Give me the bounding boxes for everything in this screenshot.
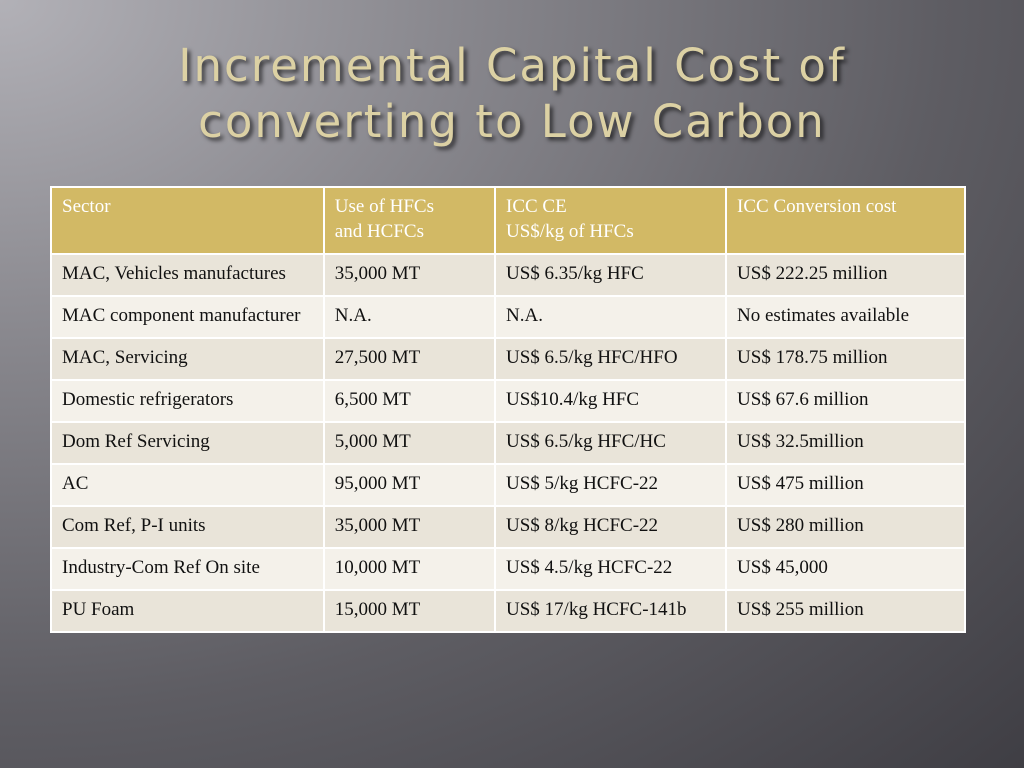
cell-use: N.A. bbox=[322, 295, 497, 339]
cell-sector: MAC, Vehicles manufactures bbox=[50, 253, 325, 297]
cell-sector: PU Foam bbox=[50, 589, 325, 633]
cell-conversion: US$ 280 million bbox=[725, 505, 966, 549]
header-use-line-1: Use of HFCs bbox=[334, 196, 434, 217]
cell-icc: US$ 17/kg HCFC-141b bbox=[493, 589, 728, 633]
icc-cost-table: Sector Use of HFCs and HCFCs ICC CE US$/… bbox=[50, 186, 966, 633]
cell-sector: Domestic refrigerators bbox=[50, 379, 325, 423]
table-header-row: Sector Use of HFCs and HCFCs ICC CE US$/… bbox=[50, 186, 966, 255]
cell-conversion: US$ 255 million bbox=[725, 589, 966, 633]
cell-use: 35,000 MT bbox=[322, 253, 497, 297]
cell-use: 27,500 MT bbox=[322, 337, 497, 381]
cell-use: 6,500 MT bbox=[322, 379, 497, 423]
cell-use: 95,000 MT bbox=[322, 463, 497, 507]
header-icc-line-1: ICC CE bbox=[506, 196, 567, 217]
table-row: Industry-Com Ref On site 10,000 MT US$ 4… bbox=[50, 547, 966, 591]
cell-use: 15,000 MT bbox=[322, 589, 497, 633]
cell-conversion: US$ 475 million bbox=[725, 463, 966, 507]
header-sector: Sector bbox=[50, 186, 325, 255]
table-row: AC 95,000 MT US$ 5/kg HCFC-22 US$ 475 mi… bbox=[50, 463, 966, 507]
cell-sector: MAC component manufacturer bbox=[50, 295, 325, 339]
cell-icc: N.A. bbox=[493, 295, 728, 339]
table-row: PU Foam 15,000 MT US$ 17/kg HCFC-141b US… bbox=[50, 589, 966, 633]
cell-conversion: US$ 32.5million bbox=[725, 421, 966, 465]
cell-use: 10,000 MT bbox=[322, 547, 497, 591]
cell-icc: US$ 5/kg HCFC-22 bbox=[493, 463, 728, 507]
header-use-line-2: and HCFCs bbox=[334, 221, 424, 242]
cell-icc: US$ 8/kg HCFC-22 bbox=[493, 505, 728, 549]
slide-title-line-1: Incremental Capital Cost of bbox=[178, 39, 846, 92]
table-row: Domestic refrigerators 6,500 MT US$10.4/… bbox=[50, 379, 966, 423]
table-row: MAC, Vehicles manufactures 35,000 MT US$… bbox=[50, 253, 966, 297]
cell-sector: Dom Ref Servicing bbox=[50, 421, 325, 465]
cell-sector: Industry-Com Ref On site bbox=[50, 547, 325, 591]
cell-use: 35,000 MT bbox=[322, 505, 497, 549]
header-icc-conversion-cost: ICC Conversion cost bbox=[725, 186, 966, 255]
table-row: MAC, Servicing 27,500 MT US$ 6.5/kg HFC/… bbox=[50, 337, 966, 381]
table-row: Com Ref, P-I units 35,000 MT US$ 8/kg HC… bbox=[50, 505, 966, 549]
header-icc-line-2: US$/kg of HFCs bbox=[506, 221, 634, 242]
cell-conversion: US$ 222.25 million bbox=[725, 253, 966, 297]
cell-conversion: US$ 178.75 million bbox=[725, 337, 966, 381]
table-row: MAC component manufacturer N.A. N.A. No … bbox=[50, 295, 966, 339]
cell-sector: AC bbox=[50, 463, 325, 507]
cell-conversion: US$ 45,000 bbox=[725, 547, 966, 591]
cell-icc: US$ 6.5/kg HFC/HC bbox=[493, 421, 728, 465]
slide-title: Incremental Capital Cost of converting t… bbox=[40, 38, 984, 150]
cell-sector: Com Ref, P-I units bbox=[50, 505, 325, 549]
header-icc-ce: ICC CE US$/kg of HFCs bbox=[493, 186, 728, 255]
cell-use: 5,000 MT bbox=[322, 421, 497, 465]
cell-sector: MAC, Servicing bbox=[50, 337, 325, 381]
slide-title-line-2: converting to Low Carbon bbox=[198, 95, 826, 148]
cell-conversion: No estimates available bbox=[725, 295, 966, 339]
cell-icc: US$ 6.35/kg HFC bbox=[493, 253, 728, 297]
cell-icc: US$ 6.5/kg HFC/HFO bbox=[493, 337, 728, 381]
cell-conversion: US$ 67.6 million bbox=[725, 379, 966, 423]
table-row: Dom Ref Servicing 5,000 MT US$ 6.5/kg HF… bbox=[50, 421, 966, 465]
cell-icc: US$10.4/kg HFC bbox=[493, 379, 728, 423]
cell-icc: US$ 4.5/kg HCFC-22 bbox=[493, 547, 728, 591]
header-use-of-hfcs: Use of HFCs and HCFCs bbox=[322, 186, 497, 255]
